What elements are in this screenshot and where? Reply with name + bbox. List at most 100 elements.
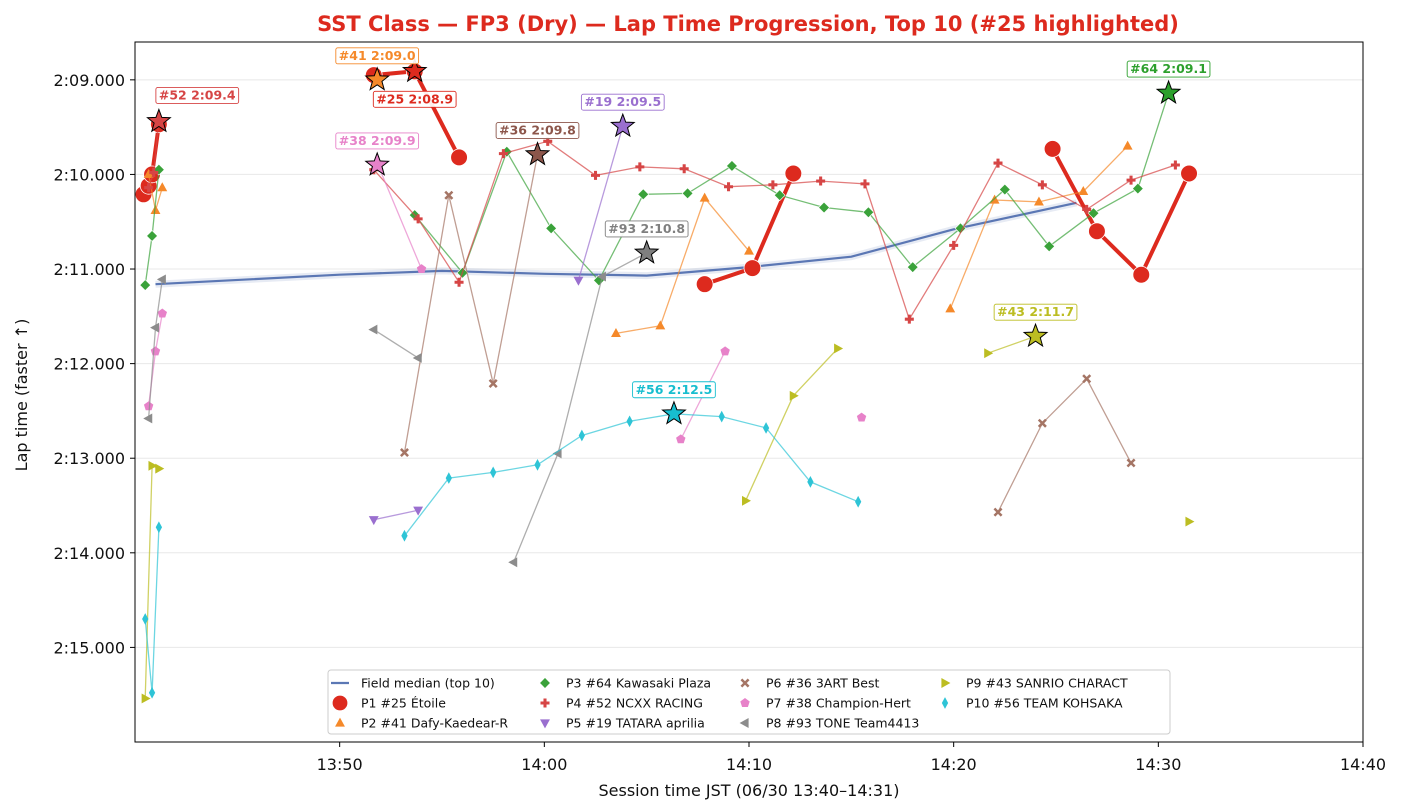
legend-swatch (941, 697, 949, 709)
data-point (784, 164, 803, 183)
data-point (816, 176, 826, 186)
best-lap-annotation: #93 2:10.8 (604, 220, 689, 238)
data-point (807, 476, 814, 488)
data-point (789, 390, 799, 401)
x-axis-ticks: 13:50 14:00 14:10 14:20 14:30 14:40 (317, 742, 1386, 774)
best-lap-annotation: #56 2:12.5 (632, 381, 716, 399)
best-lap-box (580, 93, 665, 111)
legend-label: P10 #56 TEAM KOHSAKA (966, 696, 1123, 711)
data-point (818, 201, 830, 214)
y-tick-label: 2:13.000 (53, 449, 125, 468)
data-point (1122, 140, 1133, 150)
best-lap-annotation: #25 2:08.9 (372, 90, 457, 108)
data-point (855, 495, 862, 508)
best-lap-annotation: #38 2:09.9 (335, 132, 420, 150)
y-tick-label: 2:15.000 (53, 638, 125, 657)
data-point (545, 222, 557, 235)
series-line (373, 140, 1176, 321)
best-lap-annotations: #52 2:09.4 #41 2:09.0 #25 2:08.9 #38 2:09.9… (155, 47, 1211, 399)
data-point (741, 495, 751, 506)
best-lap-star (401, 57, 428, 83)
chart-legend: Field median (top 10) P1 #25 Étoile P2 #41… (327, 669, 1171, 735)
best-lap-star (146, 108, 172, 133)
best-lap-box (335, 132, 420, 150)
y-tick-label: 2:14.000 (53, 544, 125, 563)
series-line (577, 126, 624, 281)
x-axis-label: Session time JST (06/30 13:40–14:31) (599, 781, 900, 800)
legend-label: P5 #19 TATARA aprilia (566, 716, 705, 731)
data-point (1043, 140, 1062, 158)
x-tick-label: 14:20 (931, 755, 977, 774)
data-point (984, 348, 994, 359)
data-point (993, 507, 1003, 517)
legend-swatch (331, 694, 349, 712)
best-lap-star (1022, 322, 1049, 348)
series-line (373, 329, 419, 359)
best-lap-label: #93 2:10.8 (608, 221, 685, 236)
legend-swatch (740, 698, 750, 707)
data-point (444, 190, 454, 200)
best-lap-star (1155, 79, 1182, 104)
data-point (611, 327, 621, 337)
data-point (144, 183, 154, 193)
legend-swatch (739, 718, 749, 728)
data-point (139, 279, 152, 291)
data-point (368, 324, 378, 335)
data-point (1037, 180, 1047, 190)
series-line (403, 154, 539, 453)
legend-item: P8 #93 TONE Team4413 (739, 716, 919, 731)
legend-label: P7 #38 Champion-Hert (766, 696, 911, 711)
legend-label: P4 #52 NCXX RACING (566, 696, 703, 711)
series-1 (134, 62, 1198, 293)
legend-swatch (539, 677, 551, 689)
best-lap-annotation: #43 2:11.7 (993, 303, 1078, 321)
data-point (695, 275, 714, 293)
x-tick-label: 14:40 (1340, 755, 1386, 774)
data-point (150, 322, 160, 333)
x-tick-label: 14:30 (1135, 755, 1181, 774)
data-point (1132, 182, 1144, 195)
data-point (724, 182, 734, 192)
data-point (949, 240, 959, 250)
series-line (403, 413, 859, 537)
best-lap-box (372, 90, 457, 108)
data-point (993, 158, 1003, 168)
data-point (1082, 204, 1092, 214)
data-point (508, 557, 518, 568)
best-lap-label: #41 2:09.0 (339, 48, 416, 63)
best-lap-label: #52 2:09.4 (159, 87, 236, 102)
y-axis-ticks: 2:09.000 2:10.000 2:11.000 2:12.000 2:13.000… (53, 71, 135, 657)
legend-item: P1 #25 Étoile (331, 694, 446, 712)
data-point (490, 466, 497, 479)
series-5 (368, 122, 628, 526)
best-lap-annotation: #64 2:09.1 (1126, 60, 1211, 78)
series-8 (143, 247, 651, 568)
series-line (376, 162, 423, 270)
chart-title: SST Class — FP3 (Dry) — Lap Time Progres… (317, 12, 1179, 36)
data-point (1180, 164, 1198, 183)
best-lap-star (364, 151, 390, 176)
best-lap-box (1126, 60, 1211, 78)
series-4 (144, 115, 1180, 324)
data-point (681, 187, 694, 200)
data-point (635, 162, 645, 172)
data-point (543, 136, 553, 146)
legend-swatch (335, 717, 345, 727)
legend-item: P7 #38 Champion-Hert (740, 696, 911, 711)
data-point (148, 686, 156, 699)
legend-item: P9 #43 SANRIO CHARACT (941, 676, 1128, 691)
legend-item: Field median (top 10) (331, 676, 495, 691)
data-point (1170, 160, 1180, 170)
data-point (856, 412, 867, 422)
data-point (773, 189, 786, 202)
data-point (1033, 196, 1044, 206)
best-lap-annotation: #19 2:09.5 (580, 93, 665, 111)
data-point (904, 314, 914, 324)
legend-item: P5 #19 TATARA aprilia (540, 716, 705, 731)
legend-item: P2 #41 Dafy-Kaedear-R (335, 716, 508, 731)
data-point (591, 170, 600, 180)
data-point (1088, 222, 1106, 240)
series-7 (143, 158, 867, 444)
best-lap-annotation: #52 2:09.4 (155, 87, 240, 104)
best-lap-box (495, 122, 580, 140)
